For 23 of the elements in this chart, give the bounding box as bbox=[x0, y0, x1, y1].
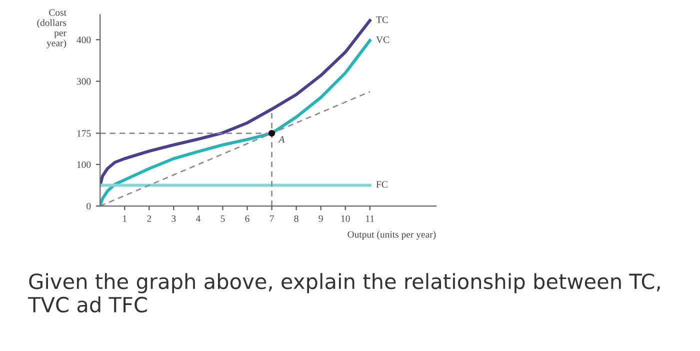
x-tick-label: 7 bbox=[270, 215, 274, 222]
x-tick-label: 3 bbox=[172, 215, 176, 222]
y-tick-label: 0 bbox=[86, 202, 91, 210]
x-tick-label: 10 bbox=[341, 215, 350, 222]
x-tick-label: 5 bbox=[220, 215, 225, 222]
x-axis-title: Output (units per year) bbox=[348, 230, 436, 240]
text: Given the graph above, explain the relationship between TC, TVC ad TFC bbox=[28, 273, 660, 313]
x-tick-label: 4 bbox=[196, 215, 200, 222]
x-tick-label: 1 bbox=[123, 215, 126, 222]
y-tick-label: 175 bbox=[77, 130, 91, 137]
x-tick-label: 2 bbox=[147, 215, 152, 222]
y-tick-label: 400 bbox=[76, 36, 91, 44]
series-label: TC bbox=[376, 16, 388, 23]
annotation: A bbox=[278, 136, 285, 143]
series-label: VC bbox=[376, 36, 389, 44]
y-tick-label: 300 bbox=[76, 78, 91, 85]
series-label: FC bbox=[376, 181, 388, 188]
x-tick-label: 8 bbox=[294, 215, 298, 222]
x-tick-label: 11 bbox=[366, 215, 374, 222]
x-tick-label: 6 bbox=[245, 215, 250, 222]
y-tick-label: 100 bbox=[77, 161, 91, 168]
y-axis-title: Cost (dollars per year) bbox=[37, 9, 66, 48]
x-tick-label: 9 bbox=[318, 215, 323, 222]
